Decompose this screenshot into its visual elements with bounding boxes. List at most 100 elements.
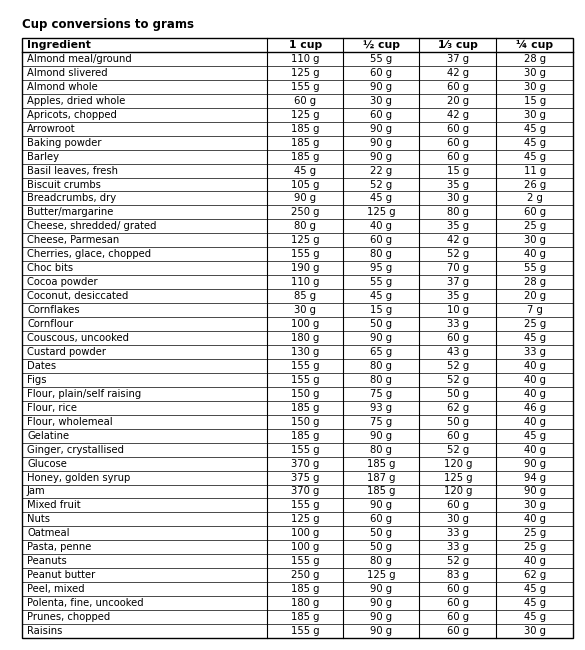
- Text: 2 g: 2 g: [526, 194, 543, 203]
- Text: 1 cup: 1 cup: [288, 40, 322, 50]
- Text: 62 g: 62 g: [524, 570, 546, 580]
- Text: Butter/margarine: Butter/margarine: [27, 207, 113, 217]
- Text: Apricots, chopped: Apricots, chopped: [27, 110, 117, 120]
- Text: 52 g: 52 g: [370, 179, 393, 190]
- Text: 40 g: 40 g: [524, 445, 546, 454]
- Text: Cup conversions to grams: Cup conversions to grams: [22, 18, 194, 31]
- Text: Cornflour: Cornflour: [27, 319, 73, 329]
- Text: Pasta, penne: Pasta, penne: [27, 542, 91, 552]
- Text: Peanuts: Peanuts: [27, 556, 67, 566]
- Text: 40 g: 40 g: [524, 556, 546, 566]
- Text: Gelatine: Gelatine: [27, 431, 69, 441]
- Text: 90 g: 90 g: [370, 612, 393, 622]
- Text: 25 g: 25 g: [524, 542, 546, 552]
- Text: 60 g: 60 g: [447, 124, 469, 134]
- Text: 37 g: 37 g: [447, 277, 469, 287]
- Text: 50 g: 50 g: [370, 542, 393, 552]
- Text: 28 g: 28 g: [524, 54, 546, 64]
- Text: 60 g: 60 g: [370, 68, 393, 78]
- Text: 50 g: 50 g: [447, 417, 469, 426]
- Text: 33 g: 33 g: [447, 528, 469, 538]
- Text: 25 g: 25 g: [524, 528, 546, 538]
- Text: 155 g: 155 g: [291, 375, 319, 385]
- Text: Prunes, chopped: Prunes, chopped: [27, 612, 110, 622]
- Text: 45 g: 45 g: [524, 138, 546, 148]
- Text: 40 g: 40 g: [524, 514, 546, 525]
- Text: 60 g: 60 g: [294, 96, 316, 106]
- Text: 190 g: 190 g: [291, 263, 319, 273]
- Text: 11 g: 11 g: [524, 166, 546, 176]
- Text: Biscuit crumbs: Biscuit crumbs: [27, 179, 101, 190]
- Text: 52 g: 52 g: [447, 556, 469, 566]
- Text: 94 g: 94 g: [524, 473, 546, 482]
- Text: 40 g: 40 g: [524, 361, 546, 371]
- Text: 60 g: 60 g: [447, 612, 469, 622]
- Text: 120 g: 120 g: [443, 486, 472, 497]
- Text: 90 g: 90 g: [370, 626, 393, 636]
- Text: 46 g: 46 g: [524, 403, 546, 413]
- Text: 100 g: 100 g: [291, 528, 319, 538]
- Text: 30 g: 30 g: [524, 110, 546, 120]
- Text: 250 g: 250 g: [291, 207, 319, 217]
- Text: Jam: Jam: [27, 486, 46, 497]
- Text: Cherries, glace, chopped: Cherries, glace, chopped: [27, 250, 151, 259]
- Text: 60 g: 60 g: [447, 431, 469, 441]
- Text: Barley: Barley: [27, 151, 59, 162]
- Text: 90 g: 90 g: [370, 584, 393, 594]
- Text: 93 g: 93 g: [370, 403, 393, 413]
- Text: 62 g: 62 g: [447, 403, 469, 413]
- Text: Glucose: Glucose: [27, 459, 67, 469]
- Text: 15 g: 15 g: [370, 305, 393, 315]
- Text: Custard powder: Custard powder: [27, 347, 106, 357]
- Text: 100 g: 100 g: [291, 319, 319, 329]
- Text: 185 g: 185 g: [291, 138, 319, 148]
- Text: 30 g: 30 g: [524, 82, 546, 92]
- Text: 250 g: 250 g: [291, 570, 319, 580]
- Text: 155 g: 155 g: [291, 500, 319, 510]
- Text: 150 g: 150 g: [291, 389, 319, 399]
- Text: Couscous, uncooked: Couscous, uncooked: [27, 333, 129, 343]
- Text: 370 g: 370 g: [291, 486, 319, 497]
- Text: 125 g: 125 g: [443, 473, 472, 482]
- Text: 45 g: 45 g: [524, 584, 546, 594]
- Text: 60 g: 60 g: [370, 235, 393, 245]
- Text: 33 g: 33 g: [524, 347, 546, 357]
- Text: 30 g: 30 g: [294, 305, 316, 315]
- Text: 60 g: 60 g: [447, 626, 469, 636]
- Text: 80 g: 80 g: [447, 207, 469, 217]
- Text: 60 g: 60 g: [447, 500, 469, 510]
- Text: 52 g: 52 g: [447, 375, 469, 385]
- Text: 75 g: 75 g: [370, 389, 393, 399]
- Text: 40 g: 40 g: [524, 250, 546, 259]
- Text: 15 g: 15 g: [524, 96, 546, 106]
- Text: 45 g: 45 g: [370, 194, 393, 203]
- Text: 1⁄₃ cup: 1⁄₃ cup: [438, 40, 478, 50]
- Text: 30 g: 30 g: [447, 194, 469, 203]
- Text: 30 g: 30 g: [524, 500, 546, 510]
- Text: 45 g: 45 g: [524, 612, 546, 622]
- Text: 90 g: 90 g: [370, 333, 393, 343]
- Text: Breadcrumbs, dry: Breadcrumbs, dry: [27, 194, 116, 203]
- Text: 65 g: 65 g: [370, 347, 393, 357]
- Text: 25 g: 25 g: [524, 222, 546, 231]
- Text: 26 g: 26 g: [524, 179, 546, 190]
- Text: 40 g: 40 g: [370, 222, 393, 231]
- Text: Cheese, Parmesan: Cheese, Parmesan: [27, 235, 119, 245]
- Text: Baking powder: Baking powder: [27, 138, 102, 148]
- Text: 45 g: 45 g: [524, 124, 546, 134]
- Text: 90 g: 90 g: [524, 486, 546, 497]
- Text: 90 g: 90 g: [294, 194, 316, 203]
- Text: ½ cup: ½ cup: [363, 40, 400, 50]
- Text: 185 g: 185 g: [291, 431, 319, 441]
- Text: 45 g: 45 g: [370, 291, 393, 301]
- Text: 52 g: 52 g: [447, 361, 469, 371]
- Text: 80 g: 80 g: [294, 222, 316, 231]
- Text: 30 g: 30 g: [524, 68, 546, 78]
- Text: 45 g: 45 g: [524, 431, 546, 441]
- Text: 80 g: 80 g: [370, 375, 393, 385]
- Text: Mixed fruit: Mixed fruit: [27, 500, 81, 510]
- Text: 45 g: 45 g: [294, 166, 316, 176]
- Text: 185 g: 185 g: [291, 612, 319, 622]
- Text: 60 g: 60 g: [447, 138, 469, 148]
- Text: 75 g: 75 g: [370, 417, 393, 426]
